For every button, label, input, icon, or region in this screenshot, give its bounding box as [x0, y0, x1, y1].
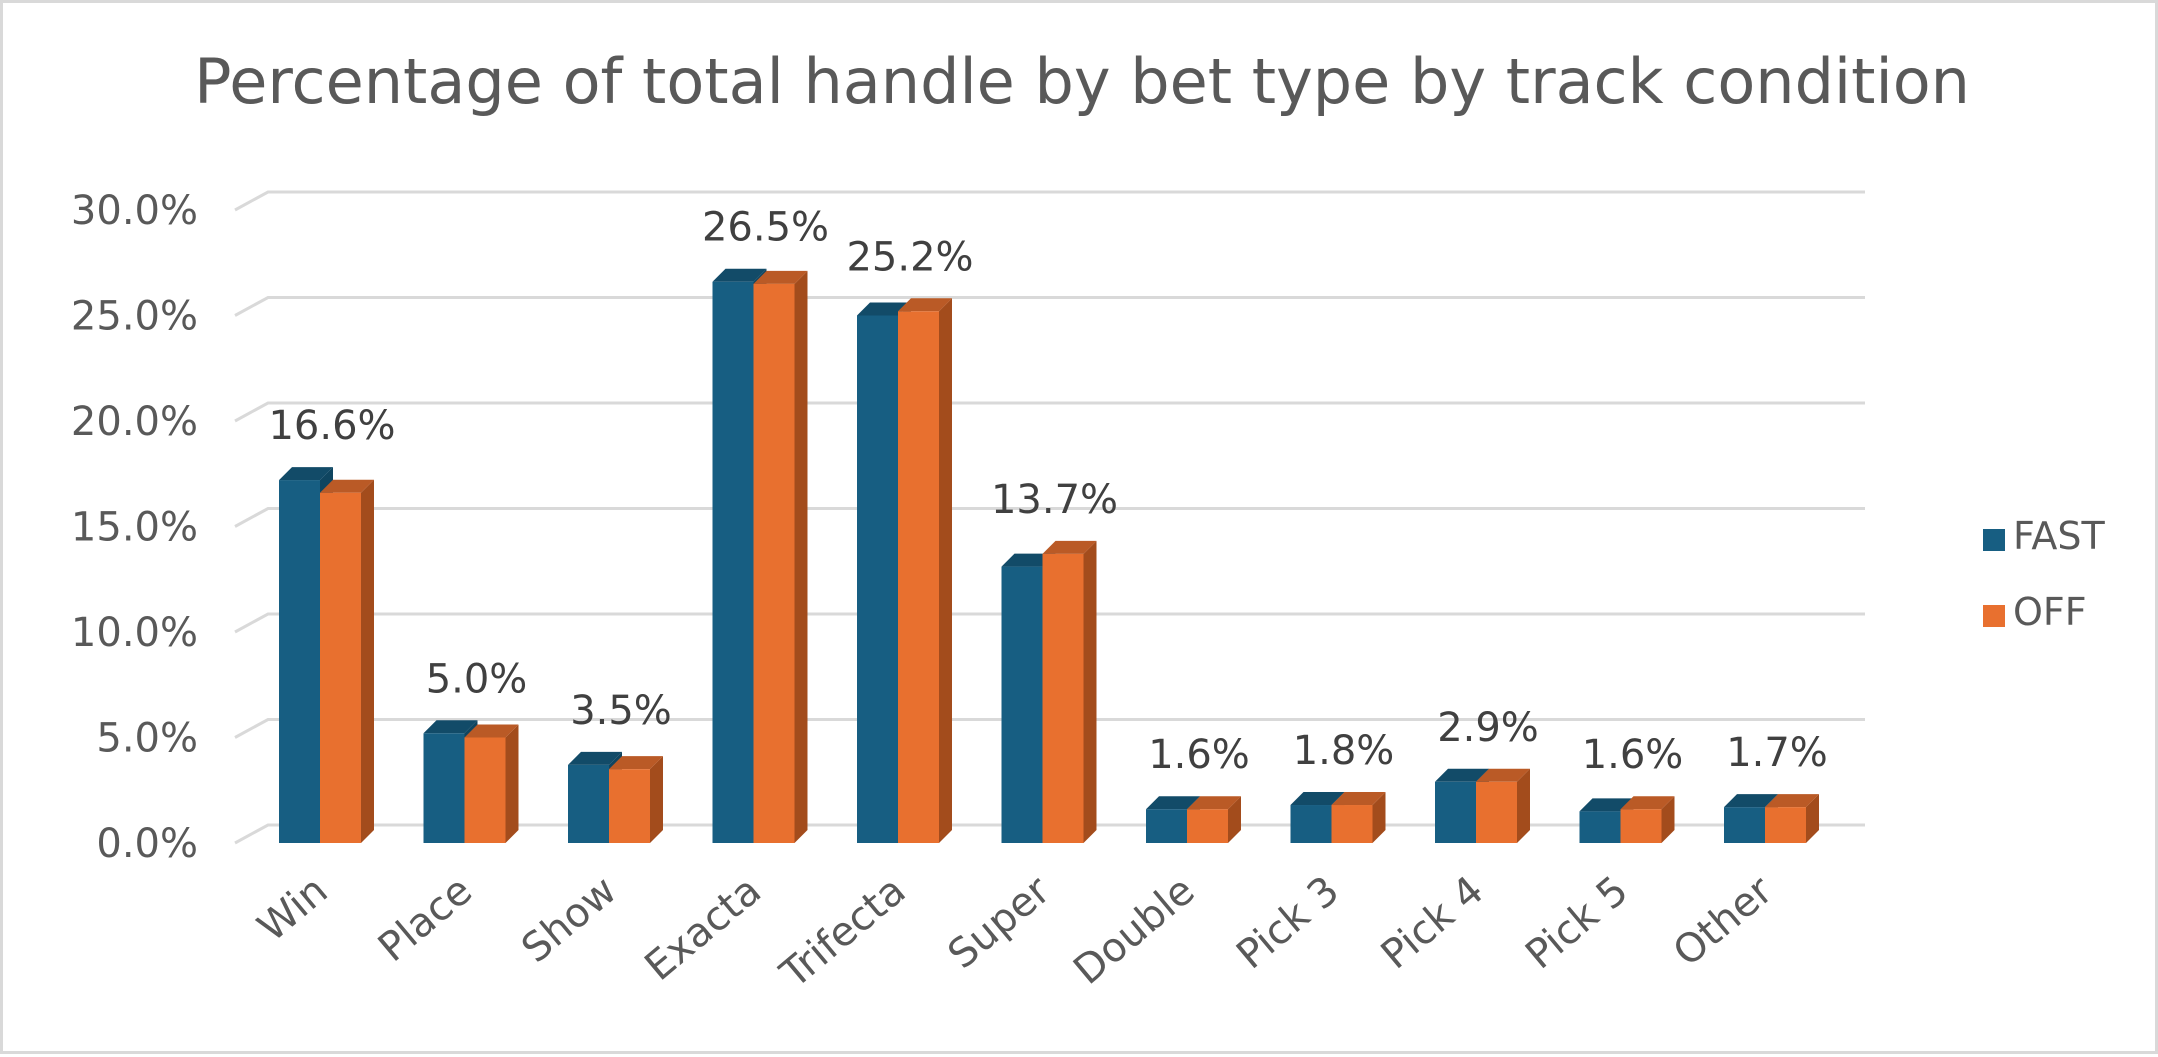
category-label: Super [940, 867, 1060, 978]
bar-off-exacta [753, 270, 808, 844]
category-label: Show [513, 867, 625, 972]
bar-off-win [320, 479, 374, 843]
bar-off-pick-4 [1476, 768, 1530, 843]
bar-off-other [1765, 794, 1819, 843]
data-label: 13.7% [991, 477, 1118, 523]
data-label: 16.6% [268, 403, 395, 449]
bar-off-show [609, 756, 663, 843]
gridline [234, 718, 1865, 739]
category-label: Trifecta [771, 867, 914, 997]
chart-title: Percentage of total handle by bet type b… [194, 45, 1970, 118]
gridline [234, 401, 1865, 423]
bar-off-place [464, 724, 519, 843]
y-tick-label: 25.0% [71, 294, 198, 340]
bar-off-super [1042, 540, 1097, 843]
gridline [234, 296, 1865, 317]
bar-chart: Percentage of total handle by bet type b… [71, 45, 2106, 998]
bar-off-double [1187, 796, 1241, 843]
legend-label: FAST [2013, 514, 2105, 558]
data-label: 1.6% [1582, 732, 1684, 778]
y-tick-label: 5.0% [96, 716, 198, 762]
category-label: Exacta [636, 867, 769, 989]
legend-swatch [1983, 605, 2005, 627]
x-axis-categories: Win Place Show Exacta Trifecta Super Double Pic… [249, 867, 1782, 998]
y-tick-label: 20.0% [71, 399, 198, 445]
category-label: Pick 5 [1517, 867, 1637, 978]
gridlines [234, 190, 1865, 845]
bar-off-pick-3 [1331, 792, 1386, 843]
gridline [234, 190, 1865, 212]
gridline [234, 612, 1865, 634]
data-label: 1.6% [1148, 732, 1250, 778]
category-label: Other [1665, 867, 1782, 976]
y-tick-label: 15.0% [71, 505, 198, 551]
data-label: 1.7% [1726, 730, 1828, 776]
data-labels: 16.6% 5.0% 3.5% 26.5% 25.2% 13.7% 1.6% 1.8% 2.9%… [268, 205, 1828, 778]
bar-off-trifecta [898, 298, 952, 843]
data-label: 3.5% [570, 688, 672, 734]
y-tick-label: 30.0% [71, 188, 198, 234]
gridline [234, 507, 1865, 528]
category-label: Win [249, 867, 336, 951]
data-label: 26.5% [702, 205, 829, 251]
data-label: 5.0% [426, 656, 528, 702]
legend-label: OFF [2013, 590, 2087, 634]
y-axis-ticks: 0.0% 5.0% 10.0% 15.0% 20.0% 25.0% 30.0% [71, 188, 198, 867]
category-label: Double [1065, 867, 1203, 993]
y-tick-label: 0.0% [96, 821, 198, 867]
bars [279, 268, 1819, 844]
bar-off-pick-5 [1620, 796, 1675, 843]
y-tick-label: 10.0% [71, 610, 198, 656]
data-label: 1.8% [1293, 728, 1395, 774]
data-label: 25.2% [846, 234, 973, 280]
category-label: Pick 4 [1373, 867, 1493, 978]
legend: FAST OFF [1983, 514, 2105, 634]
category-label: Pick 3 [1228, 867, 1348, 978]
category-label: Place [370, 867, 481, 971]
data-label: 2.9% [1437, 705, 1539, 751]
legend-swatch [1983, 529, 2005, 551]
